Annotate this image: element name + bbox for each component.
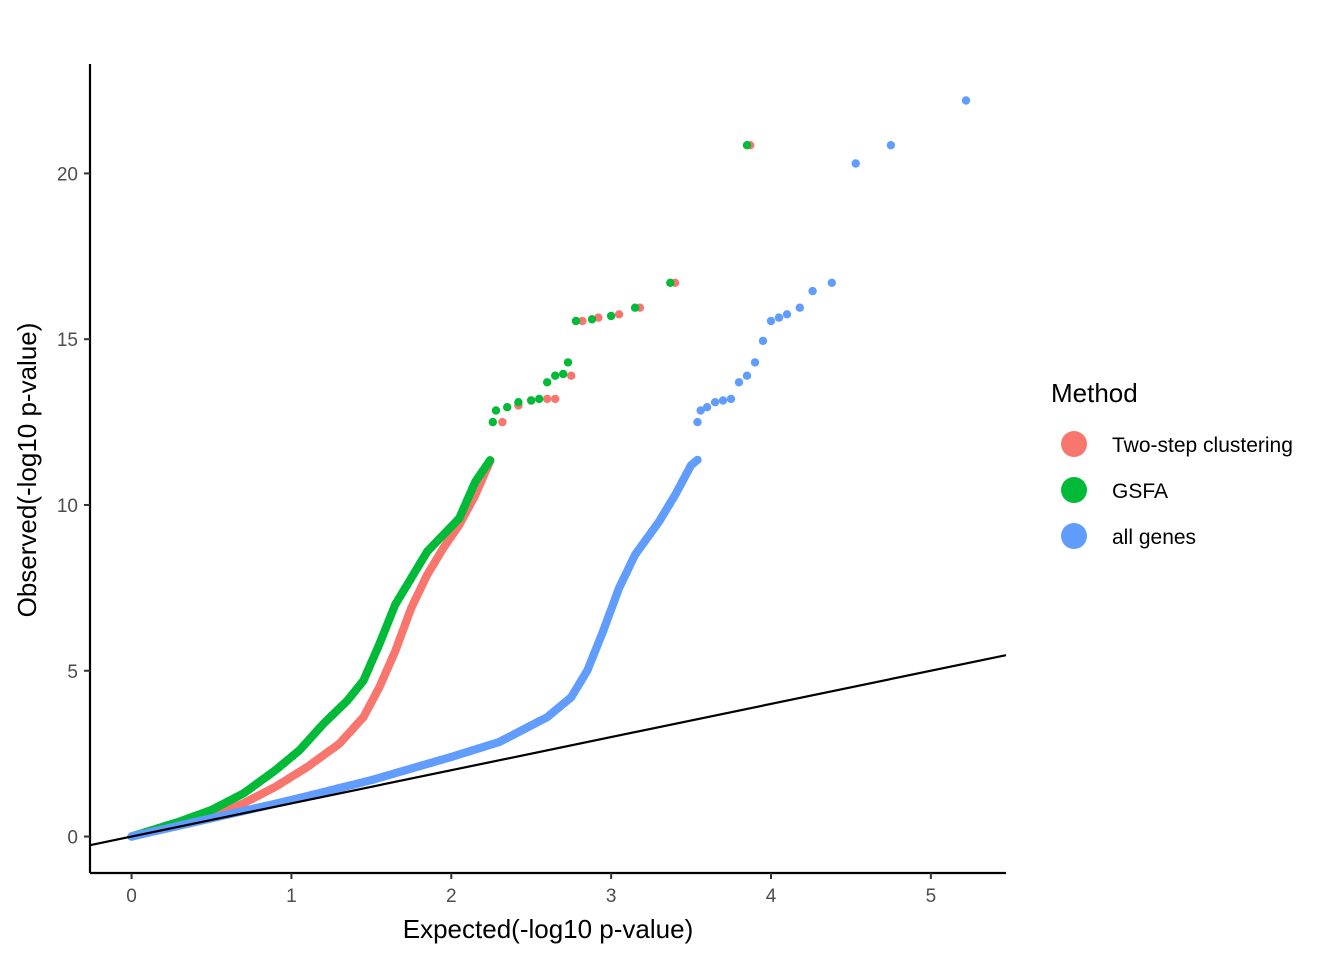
point-all-genes	[693, 417, 702, 427]
point-gsfa	[485, 456, 495, 465]
point-gsfa	[551, 371, 560, 380]
point-all-genes	[827, 278, 836, 287]
legend-title: Method	[1051, 378, 1138, 408]
point-all-genes	[886, 141, 896, 150]
point-all-genes	[795, 303, 804, 312]
point-gsfa	[587, 315, 597, 324]
x-tick-label: 0	[126, 886, 137, 907]
legend-key-two-step-clustering	[1061, 431, 1087, 457]
legend-key-gsfa	[1061, 477, 1087, 503]
point-two-step-clustering	[594, 313, 603, 322]
y-tick-label: 20	[57, 164, 78, 185]
point-gsfa	[503, 403, 512, 412]
series-gsfa	[127, 141, 752, 841]
point-gsfa	[491, 406, 501, 415]
point-two-step-clustering	[551, 394, 560, 404]
data-points	[127, 96, 971, 841]
x-tick-label: 2	[446, 886, 457, 907]
point-gsfa	[527, 396, 536, 405]
point-two-step-clustering	[578, 316, 587, 326]
point-all-genes	[696, 406, 705, 415]
y-tick-label: 10	[57, 496, 78, 517]
point-all-genes	[766, 316, 776, 326]
x-axis-title: Expected(-log10 p-value)	[403, 914, 694, 944]
point-all-genes	[961, 96, 971, 105]
point-all-genes	[782, 310, 792, 319]
point-all-genes	[734, 378, 744, 387]
legend-key-all-genes	[1061, 523, 1087, 549]
legend: Method Two-step clustering GSFA all gene…	[1051, 378, 1293, 549]
point-all-genes	[758, 336, 768, 346]
point-all-genes	[808, 286, 817, 296]
x-tick-label: 3	[606, 886, 617, 907]
point-all-genes	[726, 394, 736, 404]
point-gsfa	[606, 311, 616, 321]
point-gsfa	[563, 358, 573, 367]
point-gsfa	[742, 141, 752, 150]
point-gsfa	[630, 303, 640, 312]
series-two-step-clustering	[127, 141, 755, 841]
point-gsfa	[559, 369, 568, 379]
point-all-genes	[718, 396, 728, 405]
reference-line	[89, 654, 1007, 847]
x-tick-label: 1	[286, 886, 297, 907]
point-two-step-clustering	[614, 310, 624, 319]
x-tick-label: 5	[926, 886, 937, 907]
point-gsfa	[514, 398, 523, 407]
point-all-genes	[774, 313, 784, 322]
point-all-genes	[851, 159, 860, 168]
y-tick-label: 15	[57, 330, 78, 351]
point-all-genes	[693, 455, 702, 465]
point-gsfa	[571, 316, 581, 326]
point-gsfa	[488, 417, 497, 427]
point-two-step-clustering	[567, 371, 576, 380]
x-tick-label: 4	[766, 886, 777, 907]
y-axis-title: Observed(-log10 p-value)	[12, 323, 42, 618]
point-two-step-clustering	[543, 394, 552, 404]
y-tick-label: 0	[67, 828, 78, 849]
point-all-genes	[742, 371, 752, 380]
point-all-genes	[710, 398, 720, 407]
reference-line-layer	[89, 654, 1007, 847]
legend-label-all-genes: all genes	[1112, 526, 1196, 549]
legend-label-gsfa: GSFA	[1112, 480, 1168, 503]
point-all-genes	[702, 403, 712, 412]
series-all-genes	[127, 96, 971, 841]
point-gsfa	[666, 278, 675, 287]
axes: 0 1 2 3 4 5 0 5 10 15 20	[57, 64, 1006, 907]
point-two-step-clustering	[498, 417, 507, 427]
y-tick-label: 5	[67, 662, 78, 683]
legend-label-two-step-clustering: Two-step clustering	[1112, 434, 1293, 457]
point-gsfa	[543, 378, 552, 387]
point-all-genes	[750, 358, 760, 367]
point-gsfa	[535, 394, 544, 404]
